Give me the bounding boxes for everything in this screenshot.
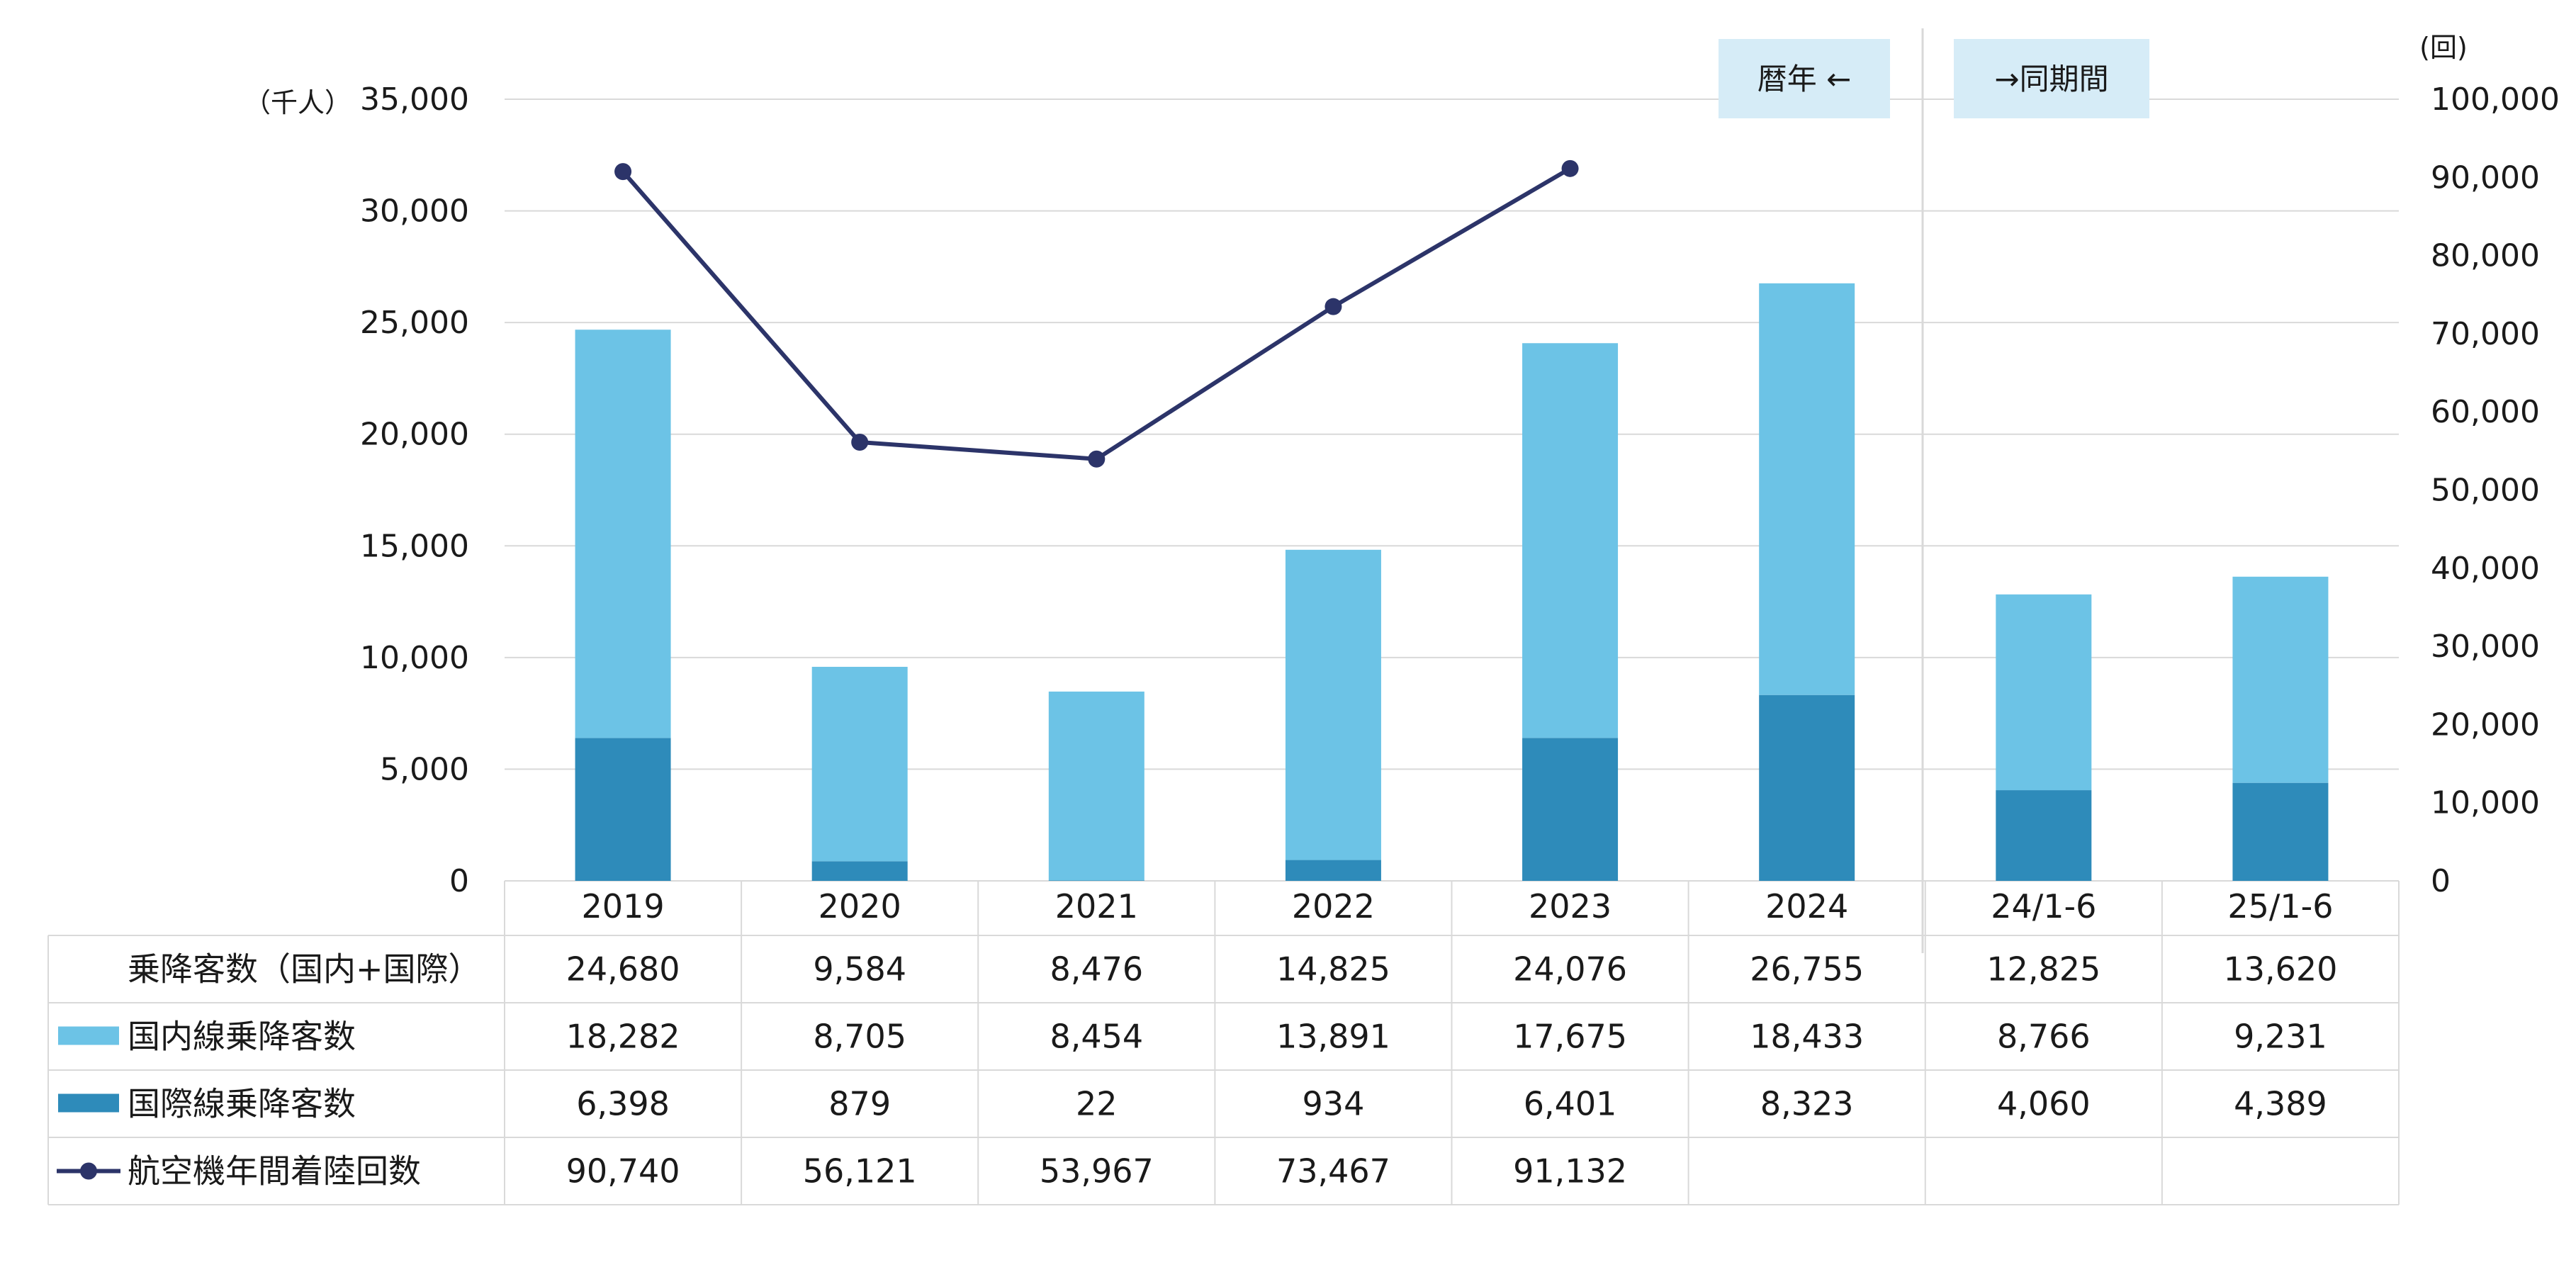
period-indicator: 暦年 ← →同期間 — [1719, 28, 2149, 953]
left-tick-label: 30,000 — [360, 193, 469, 230]
table-cell: 8,476 — [1050, 950, 1143, 989]
table-cell: 53,967 — [1040, 1152, 1154, 1191]
table-cell: 8,766 — [1997, 1018, 2091, 1056]
table-row-label: 航空機年間着陸回数 — [128, 1152, 421, 1191]
table-row-label: 国際線乗降客数 — [128, 1085, 356, 1123]
left-axis-unit: （千人） — [244, 87, 351, 118]
calendar-year-label: 暦年 ← — [1757, 62, 1852, 96]
category-label: 2020 — [819, 887, 901, 926]
table-cell: 56,121 — [803, 1152, 917, 1191]
table-cell: 6,401 — [1524, 1085, 1617, 1123]
bar-segment — [1048, 880, 1144, 881]
right-tick-label: 40,000 — [2431, 551, 2540, 587]
bar-segment — [1996, 594, 2092, 791]
bar-segment — [1522, 738, 1619, 881]
landing-point — [1088, 450, 1106, 468]
right-tick-label: 90,000 — [2431, 159, 2540, 196]
bar-segment — [575, 738, 671, 881]
left-tick-label: 0 — [449, 863, 469, 899]
landing-point — [1561, 159, 1579, 177]
bar-segment — [1285, 860, 1381, 881]
table-row-label: 乗降客数（国内+国際） — [128, 950, 481, 989]
bar-segment — [2232, 782, 2329, 881]
bar-segment — [811, 666, 908, 862]
table-cell: 879 — [828, 1085, 891, 1123]
table-cell: 12,825 — [1986, 950, 2100, 989]
right-tick-label: 0 — [2431, 863, 2451, 899]
table-cell: 17,675 — [1513, 1018, 1627, 1056]
calendar-year-box — [1719, 39, 1890, 118]
table-cell: 91,132 — [1513, 1152, 1627, 1191]
table-cell: 6,398 — [576, 1085, 670, 1123]
category-label: 25/1-6 — [2227, 887, 2333, 926]
table-cell: 9,231 — [2234, 1018, 2327, 1056]
table-cell: 18,433 — [1750, 1018, 1864, 1056]
right-tick-label: 70,000 — [2431, 316, 2540, 352]
right-tick-label: 50,000 — [2431, 473, 2540, 509]
same-period-box — [1954, 39, 2149, 118]
table-cell: 934 — [1303, 1085, 1365, 1123]
landing-line — [621, 167, 1572, 461]
right-axis-unit: (回) — [2419, 32, 2468, 63]
landing-point — [1324, 298, 1342, 315]
left-tick-label: 10,000 — [360, 640, 469, 676]
line-series — [614, 159, 1579, 468]
category-label: 2019 — [582, 887, 665, 926]
left-tick-label: 25,000 — [360, 305, 469, 341]
bar-segment — [575, 330, 671, 738]
bar-segment — [1048, 691, 1144, 881]
right-tick-label: 20,000 — [2431, 707, 2540, 743]
bar-segment — [1522, 343, 1619, 738]
table-cell: 73,467 — [1276, 1152, 1390, 1191]
category-label: 24/1-6 — [1991, 887, 2096, 926]
table-cell: 18,282 — [566, 1018, 680, 1056]
right-tick-label: 80,000 — [2431, 238, 2540, 274]
bar-segment — [1285, 549, 1381, 860]
bar-segment — [1759, 694, 1855, 881]
category-label: 2023 — [1529, 887, 1612, 926]
grid-lines — [505, 99, 2399, 882]
bar-segment — [1759, 283, 1855, 695]
bar-segment — [811, 861, 908, 881]
left-axis: 0 5,000 10,000 15,000 20,000 25,000 30,000 35,0… — [360, 81, 469, 899]
bar-series — [575, 283, 2329, 881]
table-cell: 26,755 — [1750, 950, 1864, 989]
table-cell: 4,060 — [1997, 1085, 2091, 1123]
table-cell: 24,680 — [566, 950, 680, 989]
category-label: 2022 — [1292, 887, 1375, 926]
right-tick-label: 30,000 — [2431, 629, 2540, 665]
landing-point — [851, 433, 869, 451]
landing-point — [614, 163, 632, 181]
table-row-label: 国内線乗降客数 — [128, 1018, 356, 1056]
left-tick-label: 5,000 — [380, 751, 469, 787]
right-axis: 0 10,000 20,000 30,000 40,000 50,000 60,000 70,… — [2431, 81, 2560, 899]
category-label: 2021 — [1055, 887, 1138, 926]
right-tick-label: 100,000 — [2431, 81, 2560, 118]
table-cell: 8,454 — [1050, 1018, 1143, 1056]
left-tick-label: 15,000 — [360, 528, 469, 564]
table-cell: 8,705 — [813, 1018, 906, 1056]
data-table: 2019 2020 2021 2022 2023 2024 24/1-6 25/1-6 乗降客数… — [47, 881, 2400, 1205]
legend-point-marker — [80, 1162, 97, 1180]
legend-swatch — [58, 1093, 119, 1113]
right-tick-label: 60,000 — [2431, 394, 2540, 430]
table-cell: 24,076 — [1513, 950, 1627, 989]
same-period-label: →同期間 — [1994, 62, 2108, 96]
table-cell: 9,584 — [813, 950, 906, 989]
table-cell: 14,825 — [1276, 950, 1390, 989]
table-cell: 8,323 — [1760, 1085, 1854, 1123]
bar-segment — [2232, 576, 2329, 783]
left-tick-label: 35,000 — [360, 81, 469, 118]
bar-segment — [1996, 790, 2092, 881]
table-cell: 13,620 — [2223, 950, 2337, 989]
table-cell: 22 — [1076, 1085, 1118, 1123]
right-tick-label: 10,000 — [2431, 785, 2540, 821]
left-tick-label: 20,000 — [360, 417, 469, 453]
table-cell: 13,891 — [1276, 1018, 1390, 1056]
table-cell: 90,740 — [566, 1152, 680, 1191]
table-cell: 4,389 — [2234, 1085, 2327, 1123]
legend-swatch — [58, 1026, 119, 1045]
category-label: 2024 — [1765, 887, 1848, 926]
